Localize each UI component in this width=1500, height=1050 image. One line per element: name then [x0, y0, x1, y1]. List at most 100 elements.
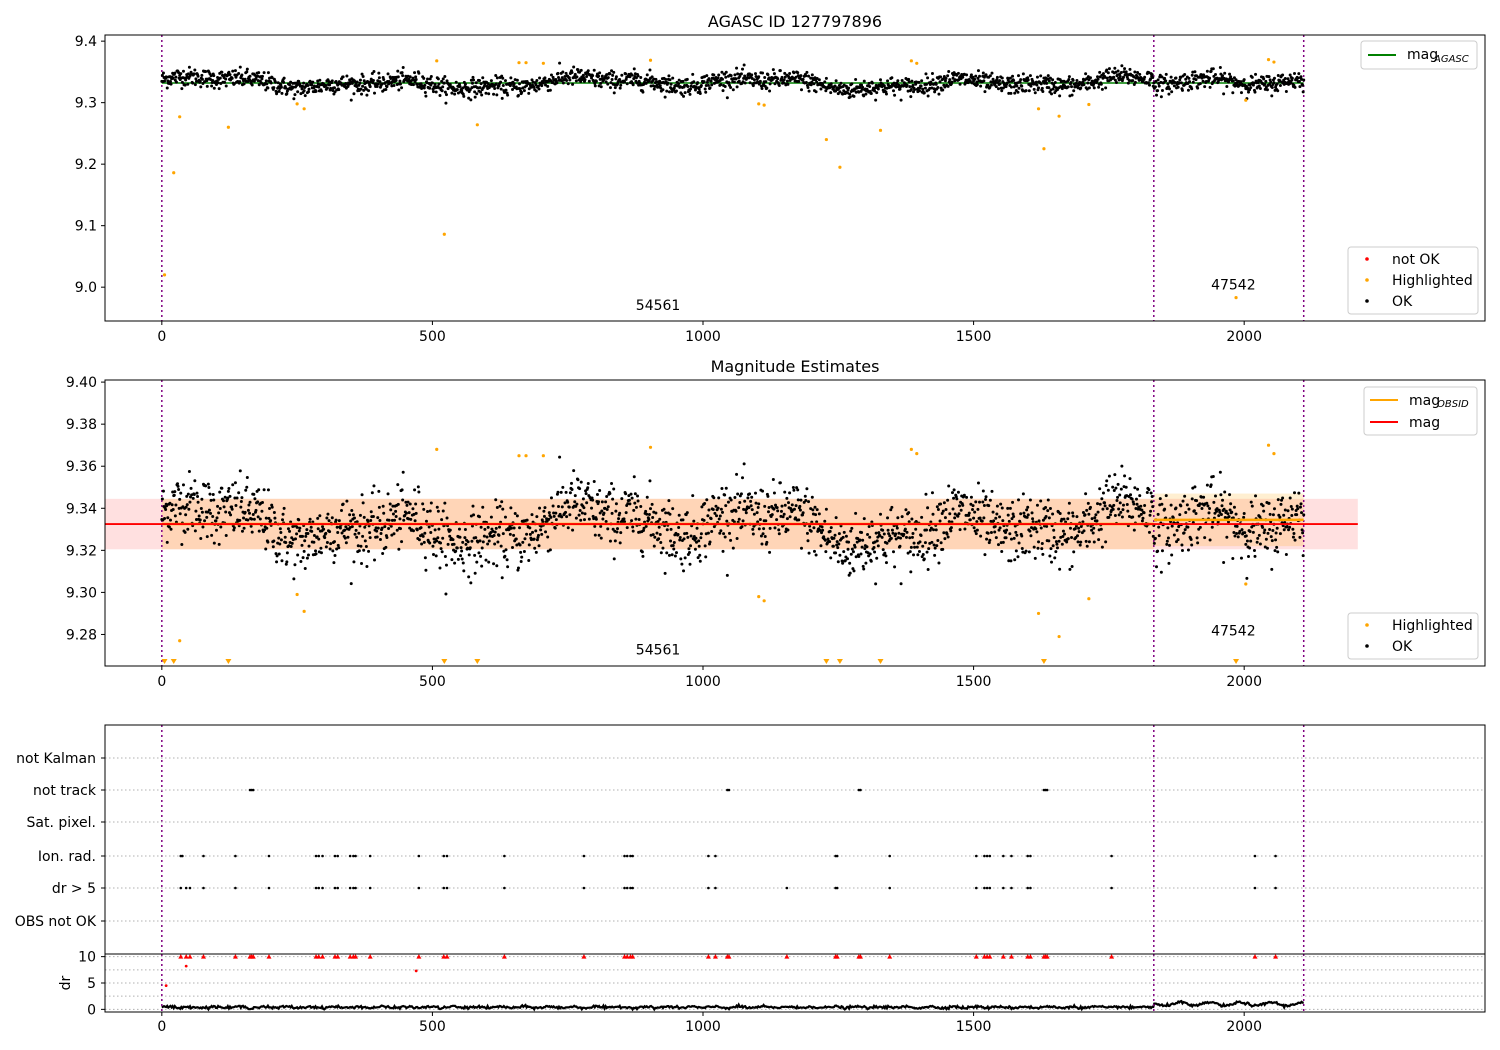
ok-point	[503, 554, 507, 558]
ok-point	[785, 79, 789, 83]
ok-point	[651, 533, 655, 537]
ok-point	[874, 98, 878, 102]
ok-point	[612, 70, 616, 74]
ok-point	[460, 557, 464, 561]
ok-point	[1239, 80, 1243, 84]
ok-point	[595, 492, 599, 496]
ok-point	[582, 518, 586, 522]
ok-point	[630, 73, 634, 77]
ok-point	[181, 69, 185, 73]
ok-point	[216, 504, 220, 508]
ok-point	[382, 78, 386, 82]
ok-point	[1120, 515, 1124, 519]
ok-point	[883, 551, 887, 555]
ok-point	[1051, 87, 1055, 91]
ok-point	[462, 94, 466, 98]
ok-point	[907, 511, 911, 515]
ok-point	[214, 528, 218, 532]
ok-point	[635, 81, 639, 85]
highlighted-offscale-marker	[225, 659, 232, 664]
ok-point	[258, 517, 262, 521]
ok-point	[494, 498, 498, 502]
dr-capped-marker	[1044, 954, 1050, 959]
ok-point	[428, 541, 432, 545]
ok-point	[821, 528, 825, 532]
ok-point	[1044, 514, 1048, 518]
ok-point	[368, 85, 372, 89]
ok-point	[343, 528, 347, 532]
ok-point	[218, 76, 222, 80]
flag-point	[251, 788, 255, 792]
ok-point	[640, 550, 644, 554]
ok-point	[1261, 504, 1265, 508]
ok-point	[239, 500, 243, 504]
ok-point	[1017, 541, 1021, 545]
ok-point	[862, 79, 866, 83]
ok-point	[988, 74, 992, 78]
ok-point	[1111, 485, 1115, 489]
dr-capped-marker	[1109, 954, 1115, 959]
ok-point	[737, 506, 741, 510]
ok-point	[557, 505, 561, 509]
ok-point	[493, 530, 497, 534]
ok-point	[512, 526, 516, 530]
flag-point	[983, 854, 986, 858]
flag-point	[317, 886, 321, 890]
ok-point	[982, 79, 986, 83]
highlighted-offscale-marker	[1233, 659, 1240, 664]
ok-point	[894, 532, 898, 536]
ok-point	[698, 553, 702, 557]
ok-point	[272, 511, 276, 515]
ok-point	[270, 505, 274, 509]
ok-point	[727, 81, 731, 85]
ok-point	[539, 528, 543, 532]
ok-point	[766, 73, 770, 77]
ok-point	[187, 65, 191, 69]
ok-point	[922, 557, 926, 561]
ok-point	[962, 493, 966, 497]
ok-point	[443, 554, 447, 558]
ok-point	[573, 500, 577, 504]
ok-point	[1278, 532, 1282, 536]
ok-point	[1231, 516, 1235, 520]
ok-point	[773, 82, 777, 86]
ok-point	[536, 533, 540, 537]
ok-point	[1164, 79, 1168, 83]
ok-point	[350, 525, 354, 529]
ok-point	[765, 540, 769, 544]
ok-point	[390, 518, 394, 522]
flag-point	[623, 886, 626, 890]
ok-point	[652, 544, 656, 548]
ok-point	[1132, 75, 1136, 79]
ok-point	[479, 90, 483, 94]
ok-point	[201, 525, 205, 529]
ok-point	[166, 79, 170, 83]
ok-point	[733, 73, 737, 77]
flag-point	[629, 854, 632, 858]
ok-point	[735, 536, 739, 540]
ok-point	[547, 511, 551, 515]
ok-point	[929, 526, 933, 530]
ok-point	[754, 501, 758, 505]
ok-point	[1187, 76, 1191, 80]
ok-point	[492, 534, 496, 538]
ok-point	[302, 89, 306, 93]
ok-point	[1121, 75, 1125, 79]
ok-point	[868, 552, 872, 556]
ok-point	[509, 526, 513, 530]
ok-point	[1213, 494, 1217, 498]
flag-point	[336, 886, 340, 890]
ok-point	[378, 80, 382, 84]
ok-point	[245, 485, 249, 489]
highlighted-point	[541, 454, 545, 458]
flag-point	[983, 886, 986, 890]
y-tick-label: 9.32	[66, 543, 97, 559]
ok-point	[1118, 501, 1122, 505]
ok-point	[743, 74, 747, 78]
ok-point	[1290, 76, 1294, 80]
ok-point	[766, 494, 770, 498]
ok-point	[613, 86, 617, 90]
ok-point	[565, 515, 569, 519]
x-tick-label: 2000	[1226, 674, 1262, 690]
ok-point	[591, 74, 595, 78]
